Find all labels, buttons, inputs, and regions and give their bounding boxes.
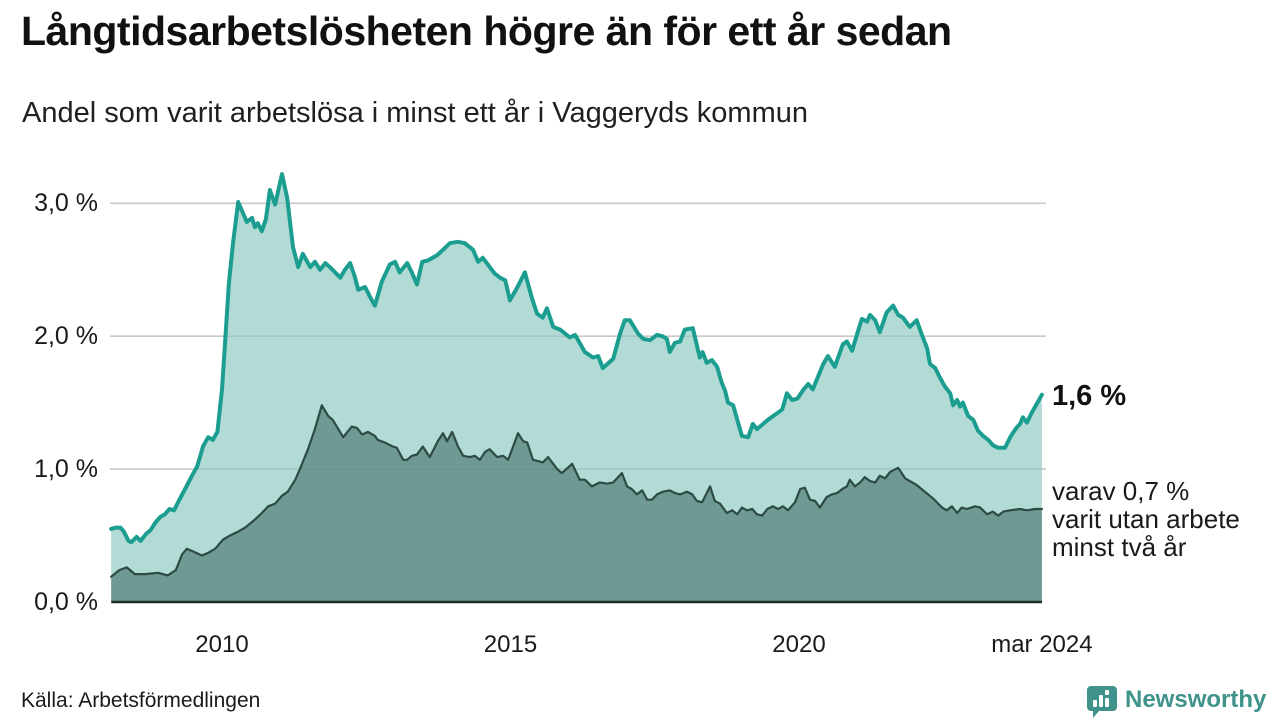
series-one-year-end-value-label: 1,6 % [1052, 380, 1127, 412]
end-sublabel-line: minst två år [1052, 532, 1187, 562]
page-subtitle: Andel som varit arbetslösa i minst ett å… [22, 97, 809, 129]
series-two-year-line [110, 404, 1043, 578]
newsworthy-logo: Newsworthy [1086, 685, 1266, 720]
end-sublabel-line: varav 0,7 % [1052, 476, 1190, 506]
series-two-year-end-value-label: varav 0,7 % varit utan arbete minst två år [1052, 477, 1240, 561]
x-tick-label: 2020 [772, 631, 826, 658]
y-tick-label: 0,0 % [34, 588, 98, 616]
series-one-year-line [109, 172, 1044, 545]
page-title: Långtidsarbetslösheten högre än för ett … [21, 8, 952, 54]
y-tick-label: 2,0 % [34, 322, 98, 351]
x-tick-label: mar 2024 [991, 631, 1093, 658]
newsworthy-logo-text: Newsworthy [1125, 686, 1267, 713]
end-sublabel-line: varit utan arbete [1052, 504, 1240, 534]
y-tick-label: 1,0 % [34, 455, 98, 484]
newsworthy-bubble-chart-icon [1086, 685, 1118, 720]
x-tick-label: 2015 [483, 631, 538, 658]
series-two-year-area [111, 405, 1042, 602]
source-note: Källa: Arbetsförmedlingen [21, 689, 261, 712]
y-tick-label: 3,0 % [34, 189, 98, 218]
x-tick-label: 2010 [195, 631, 249, 658]
